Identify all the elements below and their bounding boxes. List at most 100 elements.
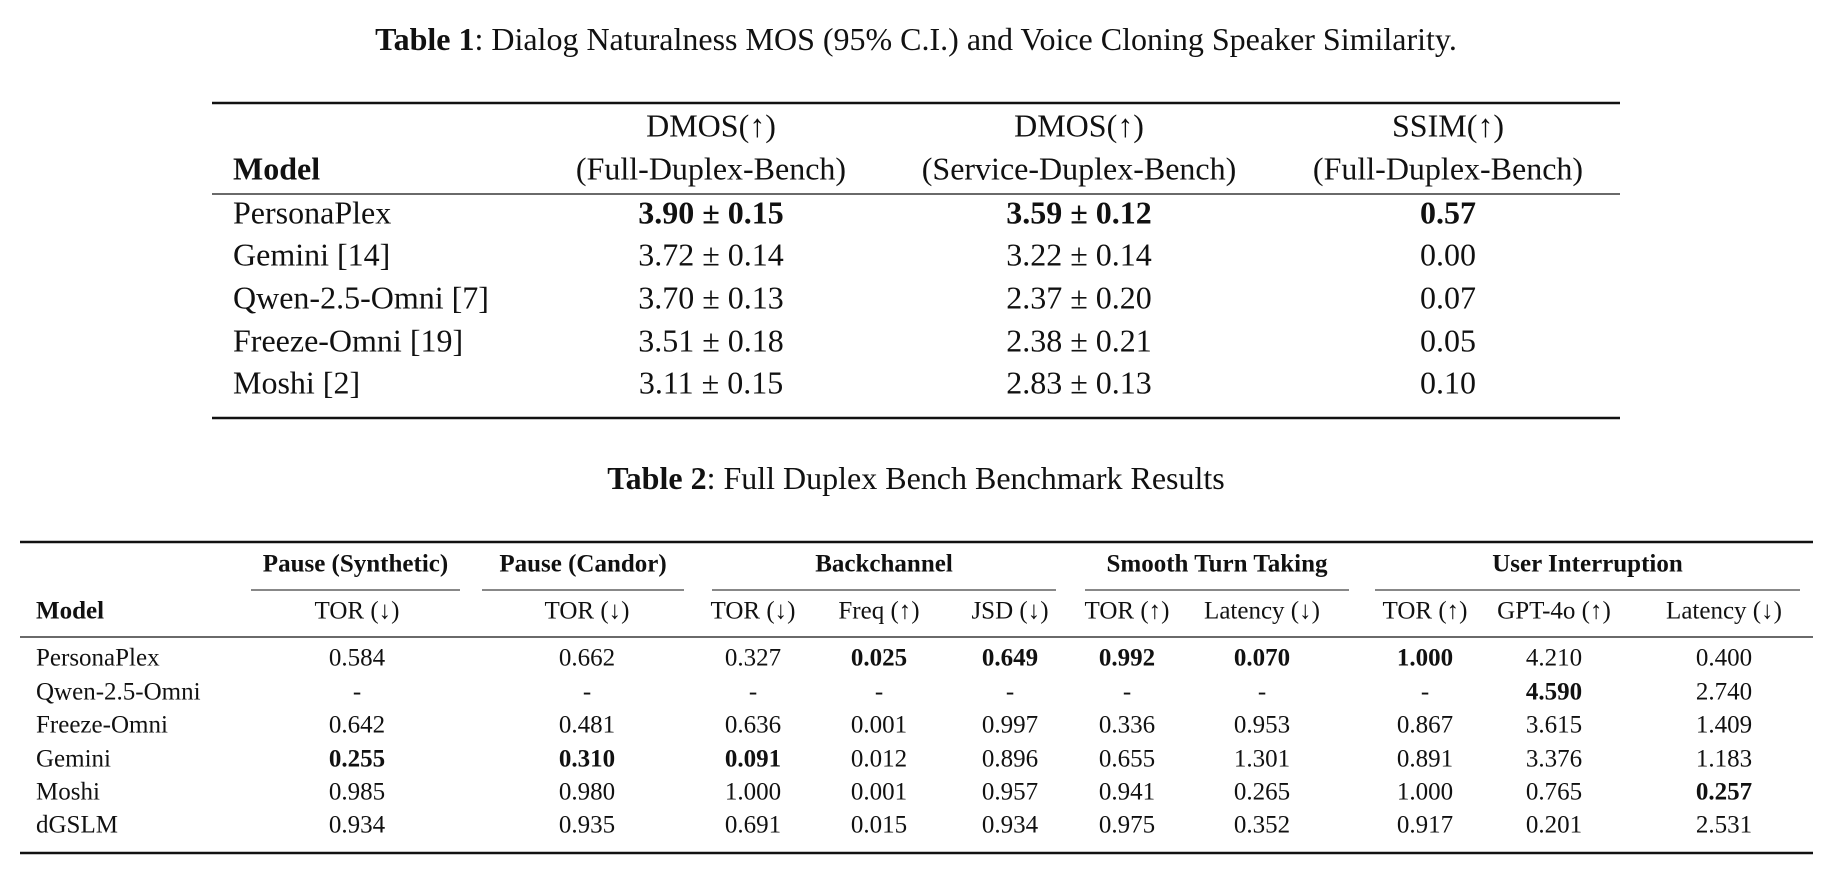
cell: 0.662 — [559, 645, 615, 672]
cell: 0.985 — [329, 779, 385, 806]
cell: 2.83 ± 0.13 — [1006, 364, 1152, 400]
cell: 0.934 — [982, 812, 1039, 839]
cell: 3.72 ± 0.14 — [638, 236, 784, 272]
group-header: Pause (Candor) — [499, 551, 666, 578]
cell: 0.257 — [1696, 779, 1752, 806]
cell: 0.070 — [1234, 645, 1290, 672]
group-header: Pause (Synthetic) — [263, 551, 448, 578]
cell: 0.765 — [1526, 779, 1582, 806]
cell: 0.980 — [559, 779, 615, 806]
cell: - — [353, 679, 361, 706]
cell: - — [1006, 679, 1014, 706]
cell: 3.70 ± 0.13 — [638, 279, 784, 315]
cell: 1.000 — [1397, 779, 1453, 806]
column-header: TOR (↑) — [1085, 598, 1170, 625]
cell: 0.025 — [851, 645, 907, 672]
group-header: Backchannel — [815, 551, 953, 578]
cell: Qwen-2.5-Omni [7] — [233, 279, 489, 315]
cell: 0.201 — [1526, 812, 1582, 839]
cell: 0.07 — [1420, 279, 1476, 315]
cell: 2.37 ± 0.20 — [1006, 279, 1152, 315]
cell: 0.255 — [329, 746, 385, 773]
cell: 0.891 — [1397, 746, 1453, 773]
cell: dGSLM — [36, 812, 118, 839]
cell: Moshi — [36, 779, 100, 806]
cell: 0.012 — [851, 746, 907, 773]
cell: 4.210 — [1526, 645, 1582, 672]
cell: 0.992 — [1099, 645, 1155, 672]
cell: - — [583, 679, 591, 706]
cell: 0.935 — [559, 812, 615, 839]
cell: 3.51 ± 0.18 — [638, 322, 784, 358]
cell: 2.531 — [1696, 812, 1752, 839]
cell: 3.90 ± 0.15 — [638, 194, 784, 230]
cell: 0.10 — [1420, 364, 1476, 400]
caption-text: : Dialog Naturalness MOS (95% C.I.) and … — [474, 21, 1456, 57]
cell: - — [1421, 679, 1429, 706]
column-header: SSIM(↑) — [1392, 107, 1504, 143]
cell: 0.001 — [851, 712, 907, 739]
cell: - — [749, 679, 757, 706]
caption: Table 1: Dialog Naturalness MOS (95% C.I… — [375, 21, 1457, 57]
cell: 0.584 — [329, 645, 386, 672]
cell: 1.409 — [1696, 712, 1752, 739]
cell: 0.934 — [329, 812, 386, 839]
group-header: Smooth Turn Taking — [1107, 551, 1328, 578]
caption-text: : Full Duplex Bench Benchmark Results — [707, 460, 1225, 496]
cell: 1.000 — [1397, 645, 1453, 672]
cell: 0.00 — [1420, 236, 1476, 272]
cell: 0.691 — [725, 812, 781, 839]
cell: 0.352 — [1234, 812, 1290, 839]
caption: Table 2: Full Duplex Bench Benchmark Res… — [607, 460, 1224, 496]
cell: 0.975 — [1099, 812, 1155, 839]
column-header: Latency (↓) — [1666, 598, 1782, 625]
column-header: (Full-Duplex-Bench) — [576, 150, 846, 186]
cell: 0.015 — [851, 812, 907, 839]
caption-label: Table 2 — [607, 460, 706, 496]
cell: 0.265 — [1234, 779, 1290, 806]
column-header: JSD (↓) — [971, 598, 1048, 625]
cell: 0.957 — [982, 779, 1038, 806]
cell: 0.310 — [559, 746, 615, 773]
cell: 0.636 — [725, 712, 781, 739]
cell: 3.615 — [1526, 712, 1582, 739]
column-header: GPT-4o (↑) — [1497, 598, 1611, 625]
cell: 3.11 ± 0.15 — [639, 364, 783, 400]
cell: Qwen-2.5-Omni — [36, 679, 201, 706]
cell: - — [1258, 679, 1266, 706]
cell: - — [875, 679, 883, 706]
caption-label: Table 1 — [375, 21, 474, 57]
cell: 0.896 — [982, 746, 1038, 773]
cell: Gemini [14] — [233, 236, 390, 272]
cell: 0.997 — [982, 712, 1038, 739]
cell: 3.59 ± 0.12 — [1006, 194, 1152, 230]
column-header: Latency (↓) — [1204, 598, 1320, 625]
cell: 0.953 — [1234, 712, 1290, 739]
cell: 0.05 — [1420, 322, 1476, 358]
cell: 0.327 — [725, 645, 781, 672]
cell: 1.183 — [1696, 746, 1752, 773]
cell: 0.57 — [1420, 194, 1476, 230]
cell: 4.590 — [1526, 679, 1582, 706]
cell: 0.091 — [725, 746, 781, 773]
cell: 0.867 — [1397, 712, 1453, 739]
cell: 0.941 — [1099, 779, 1155, 806]
column-header: (Service-Duplex-Bench) — [922, 150, 1237, 186]
column-header: DMOS(↑) — [646, 107, 776, 143]
cell: 3.22 ± 0.14 — [1006, 236, 1152, 272]
column-header: TOR (↓) — [711, 598, 796, 625]
cell: 0.655 — [1099, 746, 1155, 773]
cell: 3.376 — [1526, 746, 1582, 773]
cell: 0.400 — [1696, 645, 1752, 672]
column-header: TOR (↑) — [1383, 598, 1468, 625]
group-header: User Interruption — [1492, 551, 1683, 578]
cell: Freeze-Omni [19] — [233, 322, 463, 358]
cell: 0.917 — [1397, 812, 1453, 839]
column-header: TOR (↓) — [315, 598, 400, 625]
cell: Moshi [2] — [233, 364, 360, 400]
cell: 0.649 — [982, 645, 1038, 672]
cell: Gemini — [36, 746, 111, 773]
cell: PersonaPlex — [36, 645, 160, 672]
column-header: DMOS(↑) — [1014, 107, 1144, 143]
